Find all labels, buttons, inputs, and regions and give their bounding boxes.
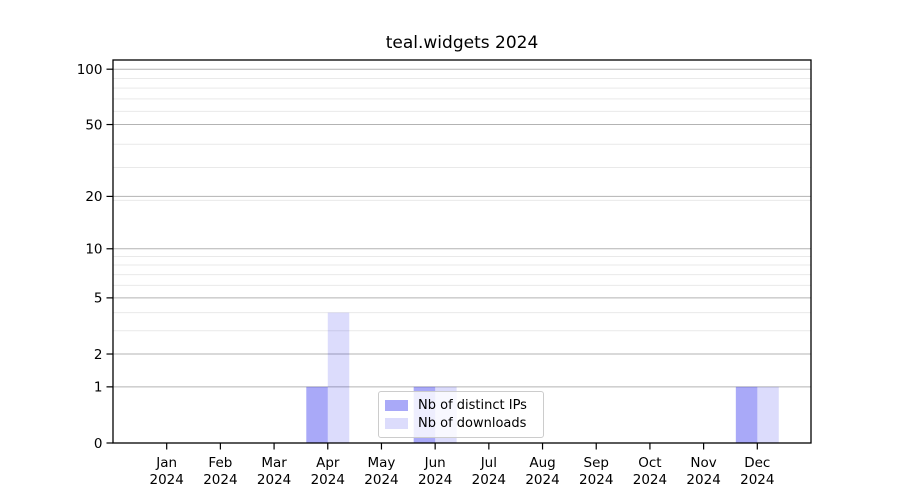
x-tick-label-month: Jan: [155, 455, 177, 471]
legend-label-distinct-ips: Nb of distinct IPs: [418, 398, 527, 414]
x-tick-label-month: Oct: [638, 455, 661, 471]
x-tick-label-year: 2024: [525, 472, 559, 488]
x-tick-label-month: Jul: [480, 455, 497, 471]
x-tick-label-month: Feb: [208, 455, 232, 471]
bar-distinct-ips-apr: [306, 386, 328, 443]
x-tick-label-month: Apr: [316, 455, 340, 471]
y-tick-label: 2: [94, 347, 103, 363]
x-tick-label-year: 2024: [203, 472, 237, 488]
axes-frame: [112, 59, 812, 444]
x-tick-label-year: 2024: [740, 472, 774, 488]
y-tick-label: 20: [85, 189, 102, 205]
y-tick-label: 0: [94, 436, 103, 452]
x-tick-label-year: 2024: [579, 472, 613, 488]
x-tick-label-year: 2024: [418, 472, 452, 488]
x-tick-label-month: Dec: [744, 455, 770, 471]
x-tick-label-year: 2024: [472, 472, 506, 488]
legend: Nb of distinct IPs Nb of downloads: [378, 391, 544, 438]
x-tick-label-month: Jun: [424, 455, 446, 471]
chart-title: teal.widgets 2024: [385, 33, 539, 53]
x-tick-label-month: Mar: [261, 455, 287, 471]
x-tick-label-month: Aug: [529, 455, 555, 471]
downloads-swatch-icon: [385, 417, 408, 429]
x-tick-label-year: 2024: [311, 472, 345, 488]
x-tick-label-month: May: [368, 455, 396, 471]
y-tick-label: 1: [94, 380, 103, 396]
x-tick-label-year: 2024: [150, 472, 184, 488]
x-tick-label-year: 2024: [364, 472, 398, 488]
bar-distinct-ips-dec: [735, 386, 758, 443]
legend-item-downloads: Nb of downloads: [385, 415, 535, 431]
legend-label-downloads: Nb of downloads: [418, 415, 527, 431]
x-tick-label-year: 2024: [633, 472, 667, 488]
bar-downloads-dec: [757, 386, 779, 443]
x-tick-label-year: 2024: [686, 472, 720, 488]
x-tick-label-month: Nov: [690, 455, 716, 471]
legend-item-distinct-ips: Nb of distinct IPs: [385, 398, 535, 414]
distinct-ips-swatch-icon: [385, 400, 408, 412]
y-tick-label: 10: [85, 242, 102, 258]
y-tick-label: 100: [77, 62, 103, 78]
y-tick-label: 5: [94, 291, 103, 307]
x-tick-label-year: 2024: [257, 472, 291, 488]
bar-downloads-apr: [327, 312, 350, 443]
y-tick-label: 50: [85, 117, 102, 133]
x-tick-label-month: Sep: [584, 455, 609, 471]
